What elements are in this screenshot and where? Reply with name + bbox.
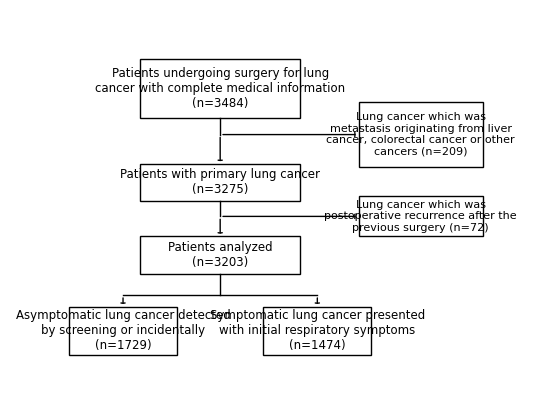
Text: Lung cancer which was
metastasis originating from liver
cancer, colorectal cance: Lung cancer which was metastasis origina…: [326, 112, 515, 157]
FancyBboxPatch shape: [140, 237, 300, 273]
Text: Patients undergoing surgery for lung
cancer with complete medical information
(n: Patients undergoing surgery for lung can…: [95, 67, 345, 110]
FancyBboxPatch shape: [69, 307, 177, 354]
Text: Patients analyzed
(n=3203): Patients analyzed (n=3203): [168, 241, 272, 269]
FancyBboxPatch shape: [359, 196, 483, 237]
FancyBboxPatch shape: [263, 307, 371, 354]
FancyBboxPatch shape: [140, 59, 300, 117]
FancyBboxPatch shape: [140, 164, 300, 201]
FancyBboxPatch shape: [359, 102, 483, 167]
Text: Asymptomatic lung cancer detected
by screening or incidentally
(n=1729): Asymptomatic lung cancer detected by scr…: [16, 309, 231, 352]
Text: Symptomatic lung cancer presented
with initial respiratory symptoms
(n=1474): Symptomatic lung cancer presented with i…: [210, 309, 425, 352]
Text: Lung cancer which was
postoperative recurrence after the
previous surgery (n=72): Lung cancer which was postoperative recu…: [324, 200, 517, 233]
Text: Patients with primary lung cancer
(n=3275): Patients with primary lung cancer (n=327…: [120, 168, 320, 196]
